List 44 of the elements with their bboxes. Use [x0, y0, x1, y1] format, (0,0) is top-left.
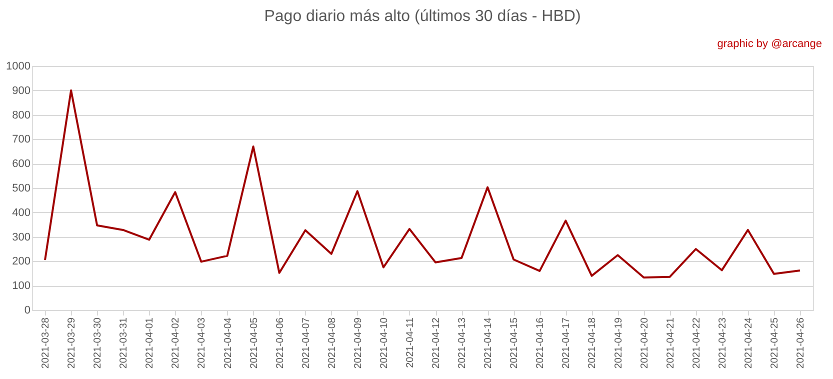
- y-tick-label: 600: [12, 158, 30, 170]
- x-tick-label: 2021-04-15: [509, 317, 520, 369]
- x-tick-label: 2021-04-07: [300, 317, 312, 369]
- x-tick-label: 2021-03-30: [92, 317, 104, 369]
- y-tick-label: 900: [12, 84, 30, 97]
- x-tick-label: 2021-04-02: [170, 317, 182, 369]
- y-tick-label: 1000: [6, 60, 30, 72]
- x-tick-label: 2021-04-20: [639, 317, 650, 369]
- y-tick-label: 700: [12, 134, 30, 146]
- y-tick-label: 800: [12, 109, 30, 122]
- x-tick-label: 2021-04-19: [613, 317, 624, 369]
- x-tick-label: 2021-03-28: [40, 317, 52, 369]
- line-series: [44, 89, 801, 279]
- x-tick-label: 2021-04-14: [483, 317, 494, 369]
- x-tick-label: 2021-03-31: [118, 317, 130, 369]
- y-tick-label: 100: [12, 280, 30, 292]
- y-tick-label: 0: [24, 304, 30, 316]
- x-tick-label: 2021-04-08: [326, 317, 338, 369]
- x-tick-label: 2021-04-21: [665, 317, 676, 369]
- x-tick-label: 2021-04-11: [404, 317, 416, 368]
- text: graphic by @arcange: [717, 38, 822, 50]
- x-tick-label: 2021-04-05: [248, 317, 260, 369]
- x-tick-label: 2021-04-12: [431, 317, 442, 369]
- x-tick-label: 2021-03-29: [66, 317, 78, 369]
- x-tick-label: 2021-04-24: [743, 317, 754, 369]
- y-tick-label: 500: [12, 182, 30, 194]
- x-tick-label: 2021-04-13: [457, 317, 468, 369]
- x-tick-label: 2021-04-01: [144, 317, 156, 369]
- x-tick-label: 2021-04-03: [196, 317, 208, 369]
- x-tick-label: 2021-04-22: [691, 317, 702, 369]
- x-tick-label: 2021-04-09: [352, 317, 364, 369]
- x-tick-label: 2021-04-18: [587, 317, 598, 369]
- x-tick-label: 2021-04-10: [378, 317, 390, 369]
- x-tick-label: 2021-04-26: [795, 317, 806, 369]
- x-tick-label: 2021-04-25: [769, 317, 780, 369]
- x-tick-label: 2021-04-06: [274, 317, 286, 369]
- x-tick-label: 2021-04-16: [535, 317, 546, 369]
- y-tick-label: 300: [12, 231, 30, 244]
- y-tick-label: 400: [12, 206, 30, 219]
- x-tick-label: 2021-04-23: [717, 317, 728, 369]
- x-tick-label: 2021-04-04: [222, 317, 234, 369]
- x-tick-label: 2021-04-17: [561, 317, 572, 369]
- y-tick-label: 200: [12, 256, 30, 268]
- chart-title: Pago diario más alto (últimos 30 días - HBD): [264, 8, 581, 25]
